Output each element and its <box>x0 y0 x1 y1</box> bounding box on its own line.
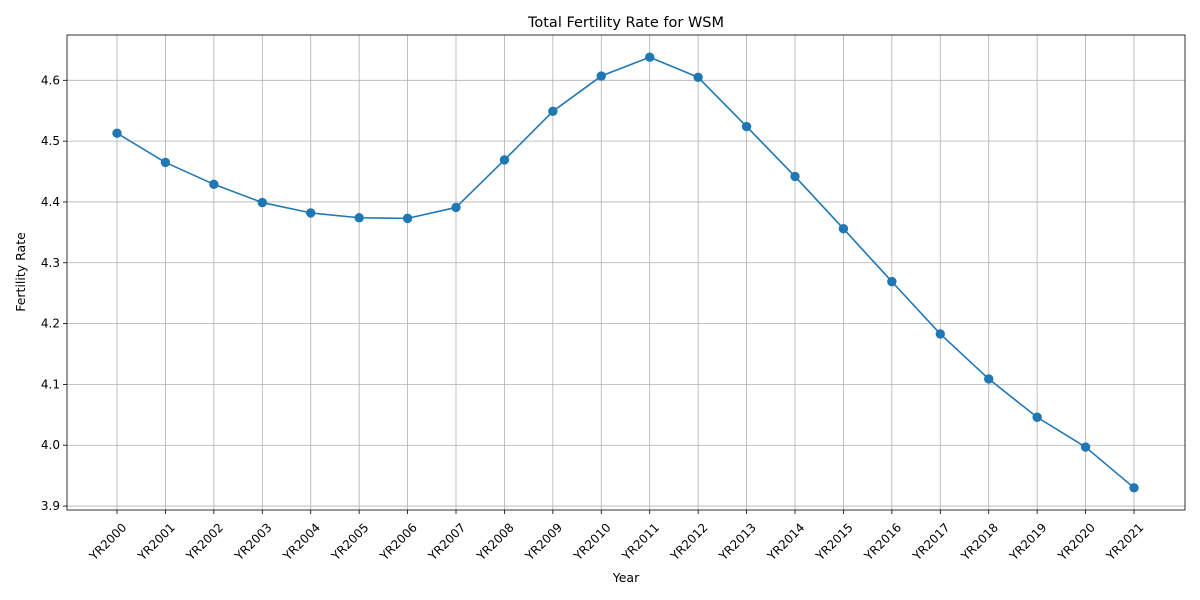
series-line <box>116 56 1135 489</box>
grid <box>67 35 1185 510</box>
data-point-marker <box>838 224 849 234</box>
plot-frame <box>66 34 1186 511</box>
data-point-marker <box>112 128 122 138</box>
data-point-marker <box>402 213 413 224</box>
y-tick-label: 4.1 <box>41 377 60 391</box>
data-point-marker <box>693 72 703 82</box>
data-point-marker <box>1129 483 1139 493</box>
y-tick-label: 4.0 <box>41 438 60 452</box>
chart-title: Total Fertility Rate for WSM <box>527 15 724 31</box>
data-point-marker <box>790 171 800 182</box>
data-point-marker <box>935 329 945 339</box>
data-point-marker <box>741 121 752 132</box>
y-tick-label: 3.9 <box>41 499 60 513</box>
y-tick-label: 4.4 <box>41 195 60 209</box>
y-tick-label: 4.6 <box>41 73 60 87</box>
data-point-marker <box>257 197 267 208</box>
y-axis-ticks: 3.9 4.0 4.1 4.2 4.3 4.4 4.5 4.6 <box>41 73 67 513</box>
series-group <box>112 52 1139 493</box>
data-point-marker <box>887 276 897 287</box>
data-point-marker <box>1080 442 1091 452</box>
data-point-marker <box>209 179 219 190</box>
x-axis-label: Year <box>612 570 640 585</box>
data-point-marker <box>645 52 655 62</box>
data-point-marker <box>354 213 364 223</box>
y-tick-label: 4.2 <box>41 317 60 331</box>
y-tick-label: 4.3 <box>41 256 60 270</box>
data-point-marker <box>548 106 558 117</box>
data-point-marker <box>306 208 316 218</box>
data-point-marker <box>596 71 606 81</box>
data-point-marker <box>160 157 171 168</box>
data-point-marker <box>1032 412 1042 422</box>
y-tick-label: 4.5 <box>41 134 60 148</box>
data-point-marker <box>499 155 510 165</box>
data-point-marker <box>451 202 461 213</box>
y-axis-label: Fertility Rate <box>13 232 28 312</box>
data-point-marker <box>984 374 994 384</box>
